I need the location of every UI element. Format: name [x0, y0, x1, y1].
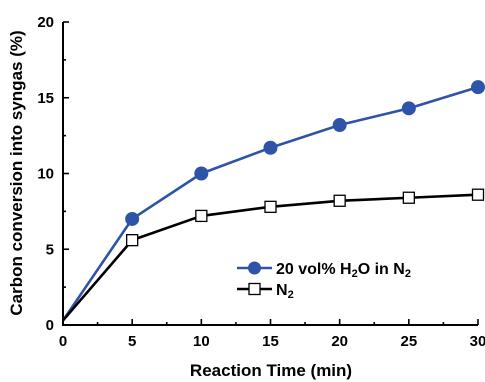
x-tick-label: 0 — [59, 333, 67, 350]
y-tick-label: 15 — [37, 90, 54, 107]
data-point — [471, 188, 485, 201]
x-tick-label: 30 — [470, 333, 485, 350]
x-axis-label: Reaction Time (min) — [190, 361, 352, 380]
data-point — [126, 234, 139, 247]
data-point — [402, 191, 415, 204]
y-tick-label: 0 — [46, 317, 54, 334]
data-point — [195, 209, 208, 223]
data-point — [401, 101, 416, 116]
series-2 — [62, 188, 485, 322]
legend-marker — [248, 282, 261, 296]
y-tick-label: 20 — [37, 14, 54, 31]
series-layer — [61, 80, 485, 322]
data-point — [333, 194, 346, 207]
y-axis-label: Carbon conversion into syngas (%) — [7, 30, 26, 315]
data-point — [194, 166, 209, 181]
legend-label: N2 — [276, 282, 294, 301]
x-tick-label: 5 — [128, 333, 136, 350]
legend-marker — [248, 261, 261, 275]
series-line — [62, 193, 479, 322]
x-tick-label: 10 — [193, 333, 210, 350]
legend-item-2: N2 — [237, 282, 294, 301]
data-point — [263, 140, 278, 155]
series-1 — [61, 80, 485, 322]
data-point — [471, 80, 485, 95]
data-point — [264, 200, 277, 213]
y-tick-label: 5 — [46, 241, 54, 258]
y-tick-label: 10 — [37, 166, 54, 183]
data-point — [125, 211, 140, 226]
legend: 20 vol% H2O in N2 N2 — [237, 261, 411, 301]
x-tick-label: 25 — [400, 333, 417, 350]
legend-label: 20 vol% H2O in N2 — [276, 261, 411, 280]
x-tick-label: 15 — [262, 333, 279, 350]
axes: 0 5 10 15 20 25 30 0 5 10 15 20 — [37, 14, 485, 350]
legend-item-1: 20 vol% H2O in N2 — [237, 261, 411, 280]
x-tick-label: 20 — [331, 333, 348, 350]
axis-lines — [62, 22, 478, 326]
data-point — [332, 118, 347, 133]
